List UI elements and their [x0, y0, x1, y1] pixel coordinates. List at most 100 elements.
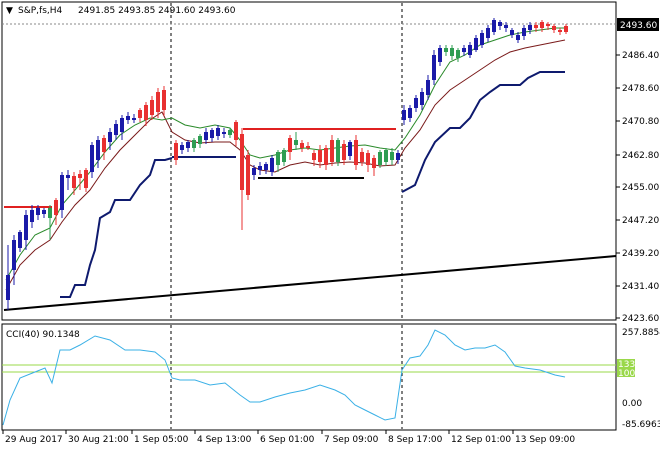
candle-body[interactable] — [12, 240, 16, 270]
candle-body[interactable] — [330, 140, 334, 162]
candle-body[interactable] — [108, 132, 112, 142]
candle-body[interactable] — [450, 48, 454, 56]
candle-body[interactable] — [120, 118, 124, 132]
candle-body[interactable] — [300, 143, 304, 148]
candle-body[interactable] — [150, 100, 154, 115]
candle-body[interactable] — [522, 28, 526, 36]
candle-body[interactable] — [312, 153, 316, 160]
candle-body[interactable] — [42, 210, 46, 214]
candle-body[interactable] — [180, 145, 184, 150]
trend-line[interactable] — [3, 255, 617, 311]
candle-body[interactable] — [90, 145, 94, 172]
candle-body[interactable] — [18, 232, 22, 248]
candle-body[interactable] — [66, 175, 70, 178]
candle-body[interactable] — [546, 24, 550, 26]
candle-body[interactable] — [210, 130, 214, 138]
candle-body[interactable] — [354, 140, 358, 165]
candle-body[interactable] — [276, 152, 280, 165]
candle-body[interactable] — [408, 108, 412, 118]
candle-body[interactable] — [558, 30, 562, 32]
candle-body[interactable] — [36, 208, 40, 215]
candle-body[interactable] — [510, 30, 514, 35]
candle-body[interactable] — [390, 152, 394, 160]
price-axis: 2486.40 2478.60 2470.80 2462.80 2455.00 2447.… — [616, 51, 659, 324]
candle-body[interactable] — [102, 138, 106, 152]
candle-body[interactable] — [24, 215, 28, 240]
candle-body[interactable] — [396, 153, 400, 160]
candle-body[interactable] — [540, 22, 544, 28]
candle-body[interactable] — [426, 80, 430, 95]
candle-body[interactable] — [72, 176, 76, 188]
candle-body[interactable] — [96, 140, 100, 160]
candle-body[interactable] — [84, 170, 88, 188]
candle-body[interactable] — [294, 140, 298, 145]
cci-label: CCI(40) 90.1348 — [6, 330, 80, 340]
candle-body[interactable] — [492, 20, 496, 32]
candle-body[interactable] — [348, 142, 352, 156]
candle-body[interactable] — [480, 33, 484, 45]
candle-body[interactable] — [126, 116, 130, 120]
candle-body[interactable] — [282, 150, 286, 162]
candle-body[interactable] — [216, 128, 220, 136]
candle-body[interactable] — [240, 134, 244, 190]
candle-body[interactable] — [204, 132, 208, 140]
candle-body[interactable] — [252, 168, 256, 175]
candle-body[interactable] — [198, 136, 202, 144]
candle-body[interactable] — [258, 166, 262, 170]
candle-body[interactable] — [306, 146, 310, 148]
candle-body[interactable] — [420, 92, 424, 105]
candle-body[interactable] — [366, 153, 370, 165]
candle-body[interactable] — [186, 142, 190, 148]
candle-body[interactable] — [222, 132, 226, 134]
candle-body[interactable] — [384, 150, 388, 162]
candle-body[interactable] — [114, 124, 118, 135]
candle-body[interactable] — [372, 158, 376, 168]
candle-body[interactable] — [30, 210, 34, 222]
candle-body[interactable] — [462, 48, 466, 52]
candle-body[interactable] — [174, 143, 178, 160]
candle-body[interactable] — [132, 118, 136, 120]
candle-body[interactable] — [498, 22, 502, 26]
candle-body[interactable] — [474, 38, 478, 50]
candle-body[interactable] — [486, 28, 490, 38]
candle-body[interactable] — [456, 50, 460, 58]
candle-body[interactable] — [48, 208, 52, 218]
candle-body[interactable] — [54, 200, 58, 215]
candle-body[interactable] — [60, 175, 64, 210]
candle-body[interactable] — [564, 26, 568, 32]
candle-body[interactable] — [228, 130, 232, 135]
collapse-arrow-icon[interactable]: ▼ — [6, 6, 13, 16]
candle-body[interactable] — [468, 45, 472, 55]
candle-body[interactable] — [552, 26, 556, 30]
candle-body[interactable] — [288, 138, 292, 152]
candle-body[interactable] — [138, 110, 142, 118]
candle-body[interactable] — [270, 158, 274, 172]
candle-body[interactable] — [162, 90, 166, 110]
horizontal-levels[interactable] — [4, 128, 396, 208]
candle-body[interactable] — [324, 148, 328, 165]
candle-body[interactable] — [264, 164, 268, 170]
candle-body[interactable] — [402, 110, 406, 120]
candle-body[interactable] — [360, 152, 364, 162]
candle-body[interactable] — [444, 48, 448, 52]
candle-body[interactable] — [6, 275, 10, 300]
candle-body[interactable] — [78, 174, 82, 178]
candle-body[interactable] — [504, 25, 508, 28]
candle-body[interactable] — [144, 105, 148, 120]
candle-body[interactable] — [192, 140, 196, 148]
candle-body[interactable] — [378, 152, 382, 165]
candle-body[interactable] — [246, 155, 250, 195]
candle-body[interactable] — [336, 140, 340, 162]
candle-body[interactable] — [528, 25, 532, 30]
candle-body[interactable] — [156, 92, 160, 112]
candle-body[interactable] — [414, 98, 418, 108]
candles[interactable] — [6, 18, 568, 310]
candle-body[interactable] — [534, 25, 538, 28]
candle-body[interactable] — [516, 35, 520, 40]
candle-body[interactable] — [234, 122, 238, 140]
candle-body[interactable] — [318, 150, 322, 162]
candle-body[interactable] — [432, 55, 436, 80]
candle-body[interactable] — [438, 48, 442, 62]
candle-body[interactable] — [342, 144, 346, 160]
